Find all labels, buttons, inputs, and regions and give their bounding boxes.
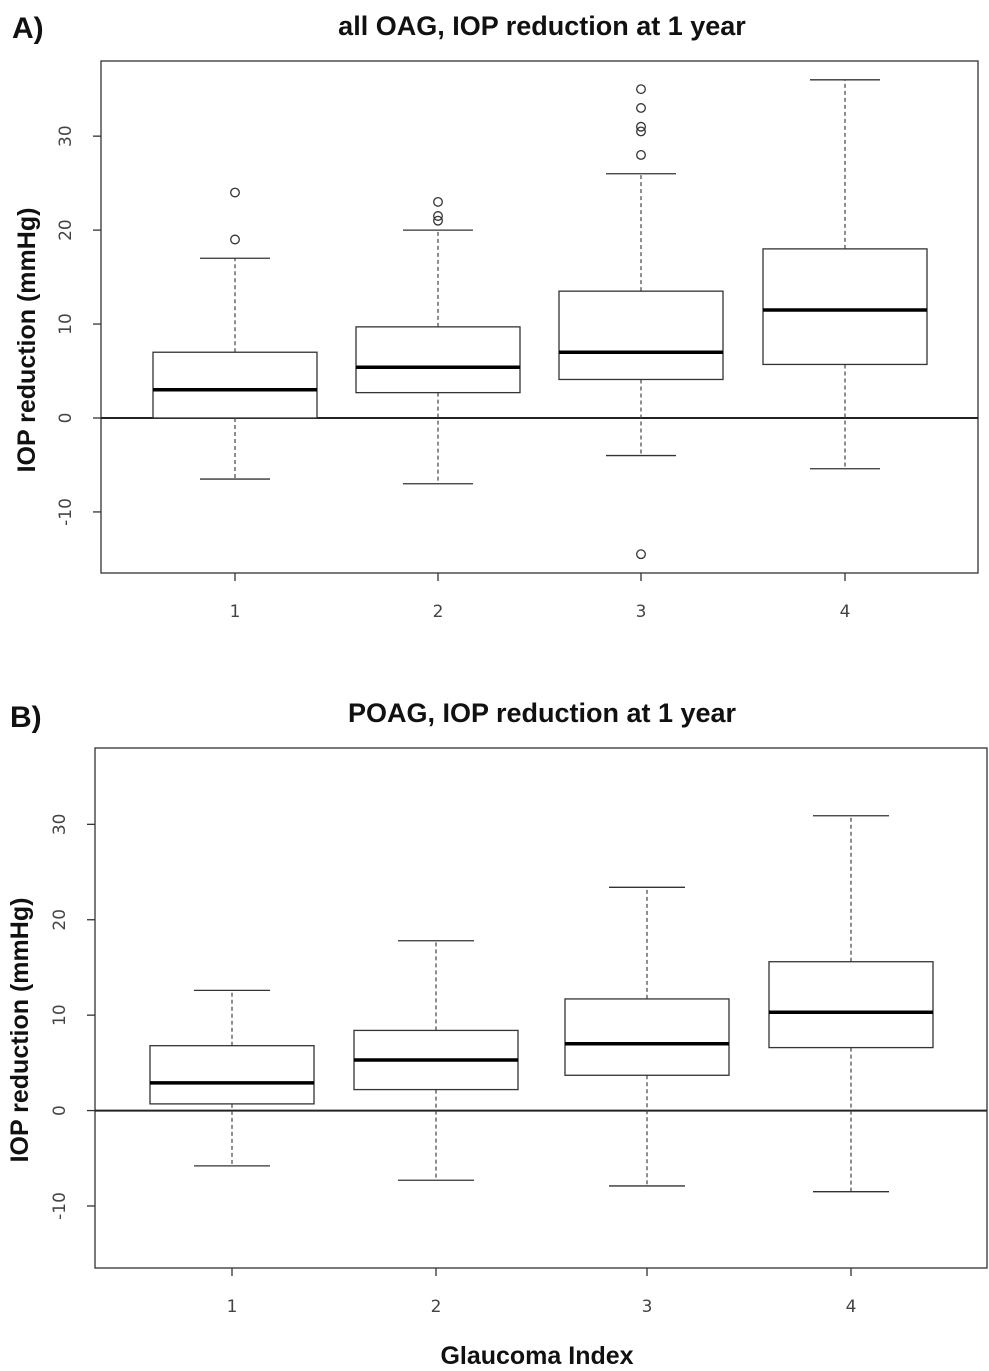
outlier-point [636, 549, 646, 560]
y-tick-label: -10 [56, 498, 76, 526]
panel-a-label: A) [12, 12, 44, 45]
panel-b-plot-area: -10 0 10 20 30 1 2 3 4 [50, 747, 988, 1317]
box-group-1 [152, 187, 318, 480]
y-tick-label: 30 [56, 125, 76, 147]
box-group-4 [762, 79, 928, 470]
x-tick-label: 4 [840, 602, 851, 622]
y-tick-label: 0 [56, 413, 76, 424]
x-tick-label: 3 [642, 1297, 653, 1317]
x-tick-label: 2 [431, 1297, 442, 1317]
outlier-point [433, 196, 443, 207]
outlier-point [636, 149, 646, 160]
y-tick-label: 20 [56, 219, 76, 241]
plot-frame [94, 747, 988, 1269]
outlier-point [433, 215, 443, 226]
box-group-4 [768, 815, 934, 1193]
outlier-point [230, 187, 240, 198]
outlier-point [636, 121, 646, 132]
outlier-point [636, 103, 646, 113]
panel-a-y-axis-label: IOP reduction (mmHg) [13, 208, 41, 473]
x-tick-label: 1 [230, 602, 241, 622]
panel-a-title: all OAG, IOP reduction at 1 year [338, 11, 746, 41]
box-group-3 [558, 84, 724, 560]
iqr-box [355, 326, 521, 394]
iqr-box [762, 248, 928, 366]
y-tick-label: 0 [50, 1105, 70, 1116]
x-tick-label: 1 [227, 1297, 238, 1317]
plot-frame [100, 60, 979, 574]
iqr-box [564, 998, 730, 1076]
x-tick-label: 4 [846, 1297, 857, 1317]
box-group-2 [353, 940, 519, 1181]
panel-b: B) POAG, IOP reduction at 1 year IOP red… [6, 698, 988, 1370]
x-tick-label: 3 [636, 602, 647, 622]
outlier-point [433, 211, 443, 221]
panel-a: A) all OAG, IOP reduction at 1 year IOP … [12, 11, 979, 622]
panel-b-y-axis-label: IOP reduction (mmHg) [6, 898, 34, 1163]
panel-a-plot-area: -10 0 10 20 30 1 2 3 4 [56, 60, 979, 622]
y-tick-label: 30 [50, 814, 70, 836]
y-tick-label: -10 [50, 1192, 70, 1220]
box-group-3 [564, 886, 730, 1187]
panel-b-x-axis-label: Glaucoma Index [440, 1342, 633, 1370]
y-tick-label: 10 [50, 1004, 70, 1026]
outlier-point [636, 126, 646, 137]
x-tick-label: 2 [433, 602, 444, 622]
y-tick-label: 20 [50, 909, 70, 931]
iqr-box [768, 961, 934, 1049]
iqr-box [149, 1045, 315, 1105]
panel-b-title: POAG, IOP reduction at 1 year [348, 698, 737, 728]
iqr-box [152, 351, 318, 419]
outlier-point [636, 84, 646, 95]
panel-b-label: B) [10, 701, 42, 734]
box-group-1 [149, 989, 315, 1167]
y-tick-label: 10 [56, 313, 76, 335]
iqr-box [558, 290, 724, 381]
outlier-point [230, 234, 240, 245]
box-group-2 [355, 196, 521, 485]
